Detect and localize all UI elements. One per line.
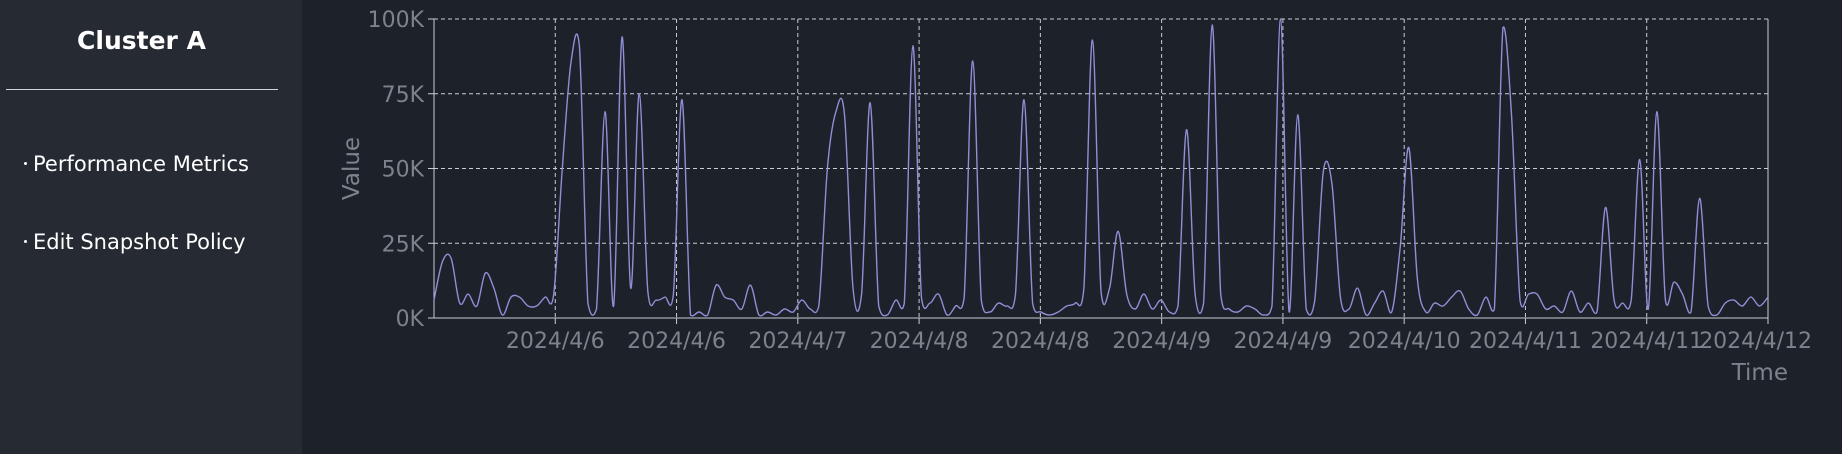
sidebar-item-label: Edit Snapshot Policy xyxy=(33,230,246,254)
sidebar-divider xyxy=(6,89,278,90)
axis-layer xyxy=(428,18,1769,324)
y-tick-label: 25K xyxy=(382,232,425,257)
bullet-icon xyxy=(24,239,27,243)
series-line xyxy=(433,18,1769,317)
x-tick-label: 2024/4/9 xyxy=(1234,329,1333,354)
y-tick-label: 50K xyxy=(382,158,425,183)
grid-layer xyxy=(434,18,1769,319)
x-tick-label: 2024/4/12 xyxy=(1699,329,1812,354)
x-tick-label: 2024/4/6 xyxy=(627,329,726,354)
x-tick-label: 2024/4/8 xyxy=(991,329,1090,354)
x-tick-label: 2024/4/6 xyxy=(506,329,605,354)
y-tick-label: 75K xyxy=(382,83,425,108)
x-tick-label: 2024/4/9 xyxy=(1112,329,1211,354)
x-tick-label: 2024/4/8 xyxy=(870,329,969,354)
x-axis-title: Time xyxy=(1731,360,1788,386)
x-tick-label: 2024/4/11 xyxy=(1469,329,1582,354)
sidebar-item-label: Performance Metrics xyxy=(33,152,249,176)
sidebar: Cluster A Performance Metrics Edit Snaps… xyxy=(0,0,302,454)
main-panel: 0K 25K 50K 75K 100K 2024/4/6 2024/4/6 2024/4/7 2… xyxy=(302,0,1842,454)
sidebar-title: Cluster A xyxy=(77,26,206,55)
label-layer: 0K 25K 50K 75K 100K 2024/4/6 2024/4/6 2024/4/7 2… xyxy=(339,8,1812,386)
y-tick-label: 0K xyxy=(396,307,425,332)
x-tick-label: 2024/4/11 xyxy=(1590,329,1703,354)
sidebar-item-edit-snapshot-policy[interactable]: Edit Snapshot Policy xyxy=(24,230,246,254)
y-tick-label: 100K xyxy=(368,8,425,33)
line-chart: 0K 25K 50K 75K 100K 2024/4/6 2024/4/6 2024/4/7 2… xyxy=(339,8,1812,386)
sidebar-item-performance-metrics[interactable]: Performance Metrics xyxy=(24,152,249,176)
series-layer xyxy=(433,18,1769,317)
y-axis-title: Value xyxy=(339,137,365,200)
x-tick-label: 2024/4/7 xyxy=(748,329,847,354)
bullet-icon xyxy=(24,161,27,165)
x-tick-label: 2024/4/10 xyxy=(1348,329,1461,354)
